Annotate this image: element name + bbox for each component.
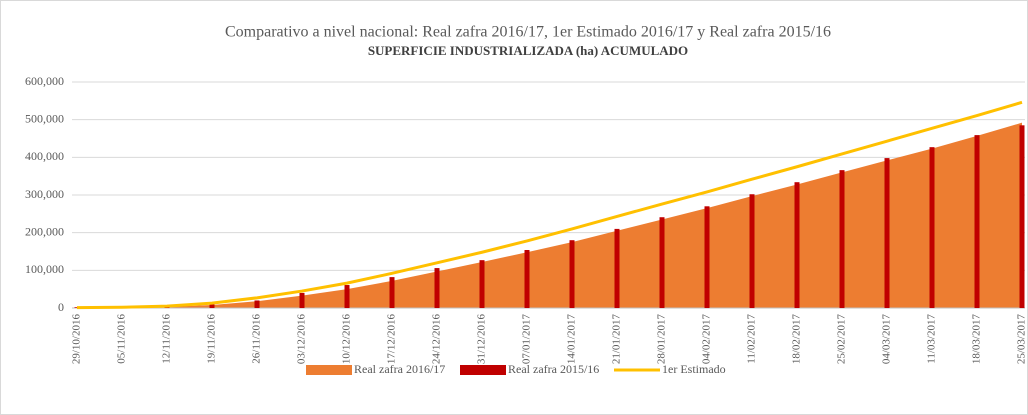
bar: [74, 307, 80, 308]
bar: [659, 217, 665, 308]
legend-label: Real zafra 2016/17: [354, 362, 445, 376]
x-tick-label: 18/02/2017: [791, 314, 803, 365]
bar: [299, 292, 305, 308]
bar: [839, 170, 845, 308]
x-tick-label: 29/10/2016: [71, 314, 83, 365]
y-tick-label: 400,000: [25, 149, 64, 163]
legend-label: Real zafra 2015/16: [508, 362, 599, 376]
x-tick-label: 10/12/2016: [341, 314, 353, 365]
x-tick-label: 25/02/2017: [836, 314, 848, 365]
y-tick-label: 100,000: [25, 262, 64, 276]
x-tick-label: 11/02/2017: [746, 314, 758, 364]
x-tick-label: 17/12/2016: [386, 314, 398, 365]
x-tick-label: 21/01/2017: [611, 314, 623, 365]
area: [77, 122, 1022, 309]
x-tick-label: 05/11/2016: [116, 314, 128, 364]
x-tick-label: 19/11/2016: [206, 314, 218, 364]
legend-swatch: [460, 365, 506, 375]
chart-subtitle: SUPERFICIE INDUSTRIALIZADA (ha) ACUMULAD…: [368, 43, 688, 58]
x-tick-label: 14/01/2017: [566, 314, 578, 365]
y-tick-label: 0: [58, 300, 64, 314]
y-tick-label: 300,000: [25, 187, 64, 201]
x-tick-label: 04/02/2017: [701, 314, 713, 365]
x-tick-label: 28/01/2017: [656, 314, 668, 365]
bar: [524, 249, 530, 308]
x-tick-label: 12/11/2016: [161, 314, 173, 364]
bar: [344, 285, 350, 308]
bar: [434, 268, 440, 308]
x-tick-label: 18/03/2017: [971, 314, 983, 365]
bar: [614, 228, 620, 308]
x-tick-label: 04/03/2017: [881, 314, 893, 365]
chart-title: Comparativo a nivel nacional: Real zafra…: [225, 24, 831, 41]
line: [76, 100, 1023, 310]
bar: [929, 147, 935, 308]
bar: [704, 206, 710, 308]
bar: [209, 304, 215, 308]
x-tick-label: 31/12/2016: [476, 314, 488, 365]
x-tick-label: 25/03/2017: [1016, 314, 1028, 365]
y-tick-label: 200,000: [25, 224, 64, 238]
bar: [479, 260, 485, 308]
bar: [794, 182, 800, 308]
bar: [1019, 125, 1025, 308]
y-tick-label: 600,000: [25, 74, 64, 88]
bar: [254, 300, 260, 308]
x-tick-label: 07/01/2017: [521, 314, 533, 365]
bar: [974, 135, 980, 308]
bar: [569, 240, 575, 308]
bar: [389, 277, 395, 308]
y-tick-label: 500,000: [25, 111, 64, 125]
bar: [749, 194, 755, 308]
x-tick-label: 24/12/2016: [431, 314, 443, 365]
legend-label: 1er Estimado: [662, 362, 726, 376]
x-tick-label: 26/11/2016: [251, 314, 263, 364]
x-tick-label: 11/03/2017: [926, 314, 938, 364]
x-tick-label: 03/12/2016: [296, 314, 308, 365]
legend-swatch: [306, 365, 352, 375]
bar: [884, 158, 890, 308]
